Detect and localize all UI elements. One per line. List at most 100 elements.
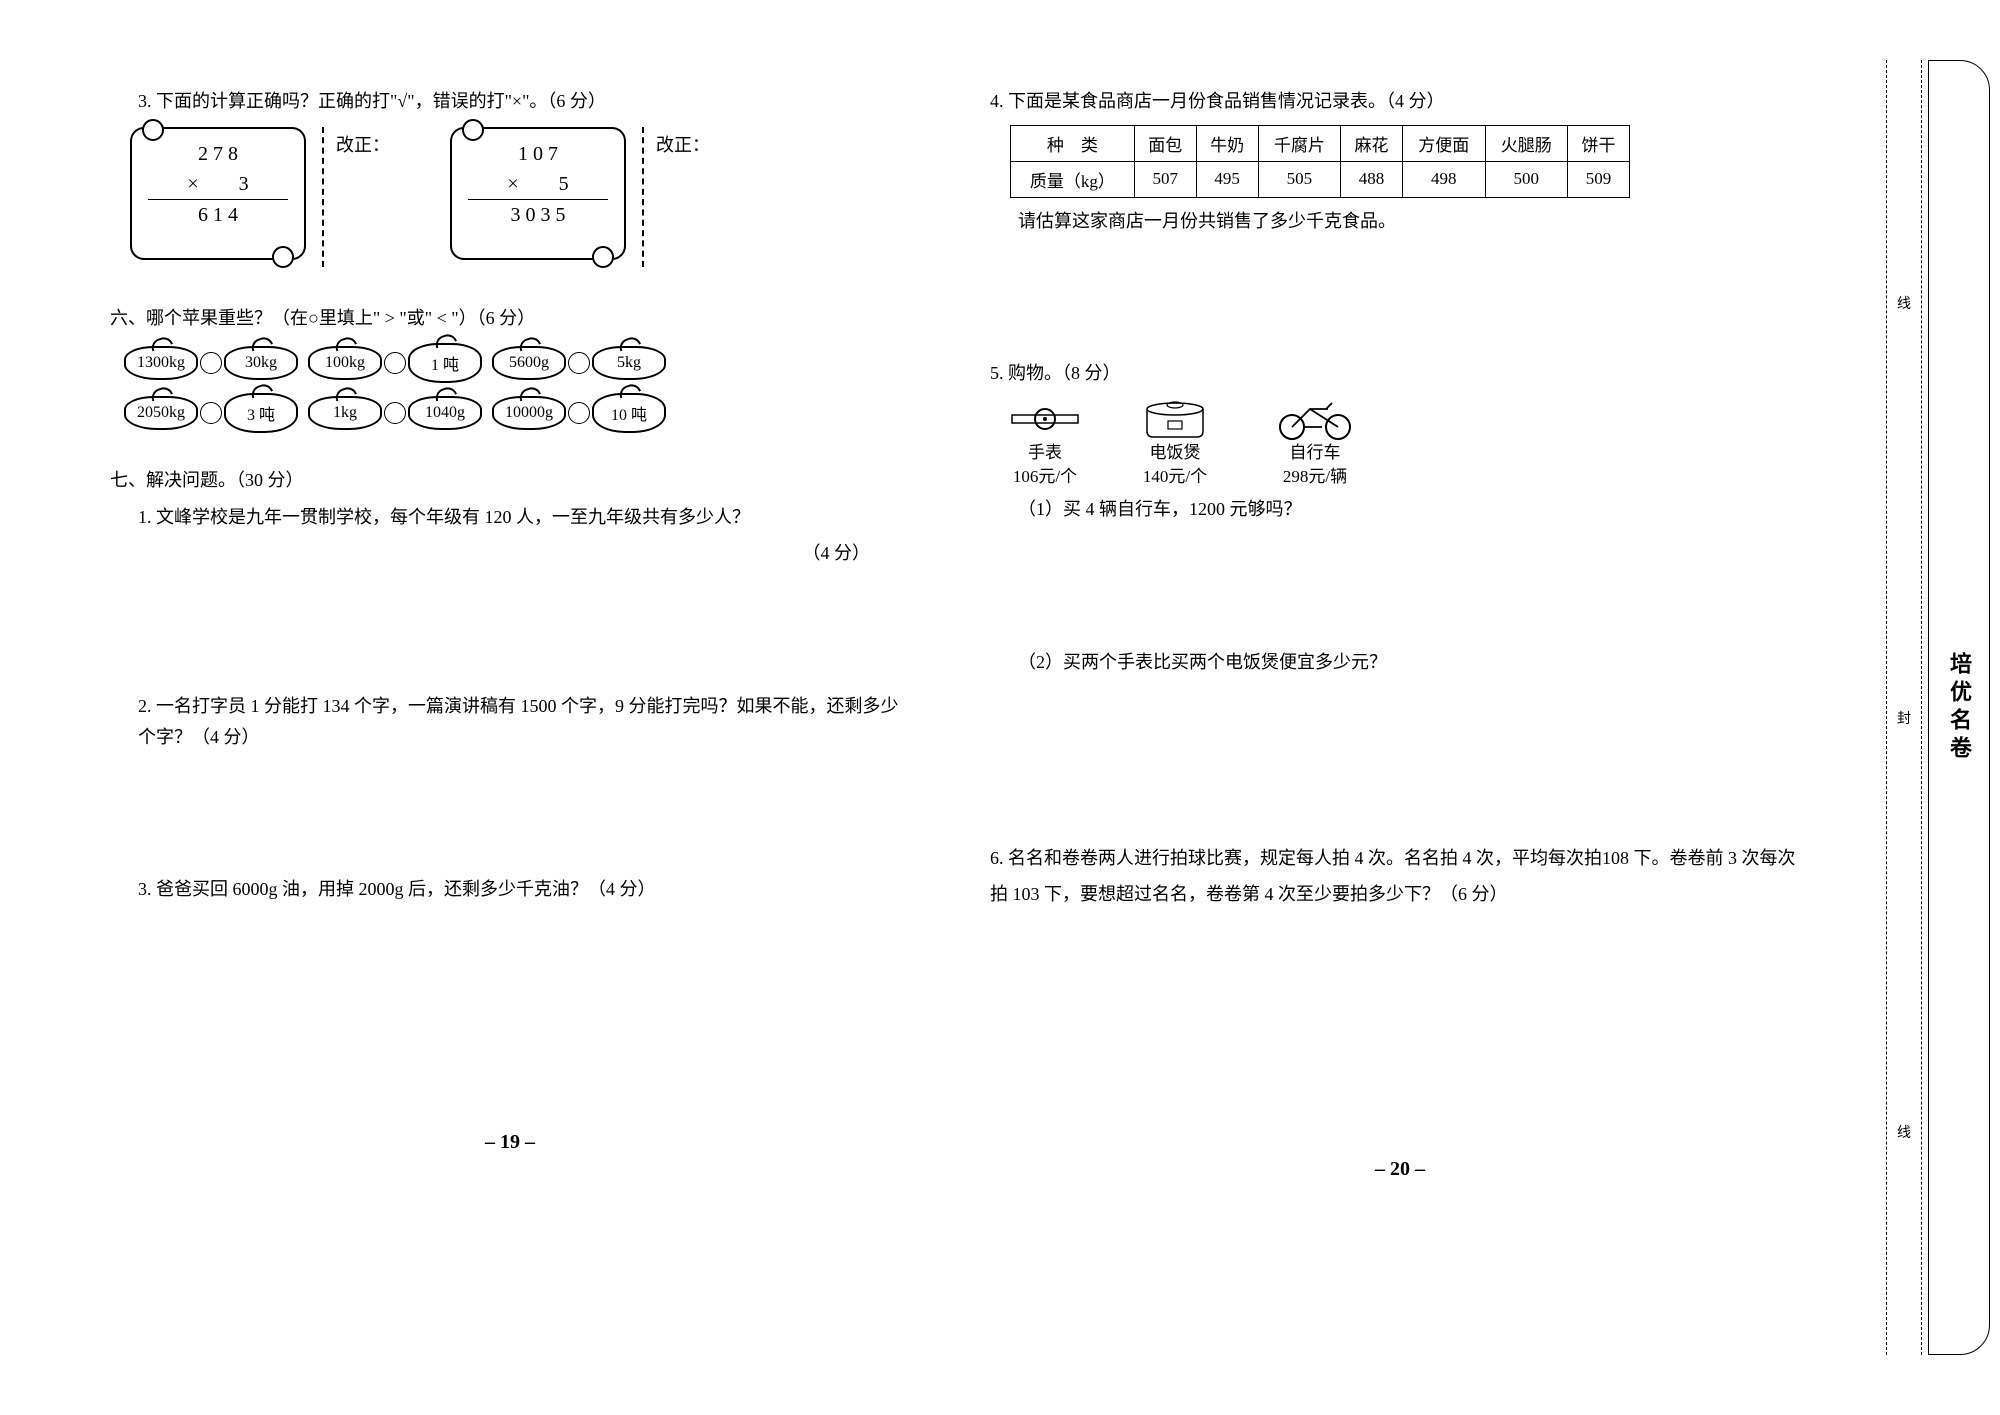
calc-box-2: 1 0 7 × 5 3 0 3 5 — [450, 127, 626, 260]
q4-title: 4. 下面是某食品商店一月份食品销售情况记录表。（4 分） — [990, 86, 1810, 117]
problem-1: 1. 文峰学校是九年一贯制学校，每个年级有 120 人，一至九年级共有多少人？ — [110, 502, 910, 533]
logo-text: 培优名卷 — [1943, 652, 1975, 764]
row-header: 质量（kg） — [1011, 161, 1135, 197]
calc-box-1: 2 7 8 × 3 6 1 4 — [130, 127, 306, 260]
compare-circle[interactable] — [568, 402, 590, 424]
cell: 509 — [1568, 161, 1630, 197]
apple-row-2: 2050kg 3 吨 1kg 1040g 10000g 10 吨 — [124, 393, 910, 433]
shop-price: 140元/个 — [1140, 465, 1210, 489]
calc-line: 1 0 7 — [468, 139, 608, 169]
correction-label: 改正： — [336, 131, 390, 157]
fold-mark: 线 — [1897, 1122, 1911, 1142]
calc-group-2: 1 0 7 × 5 3 0 3 5 改正： — [450, 127, 710, 267]
rice-cooker-icon — [1140, 397, 1210, 441]
calc-divider — [322, 127, 332, 267]
page-number-right: – 20 – — [990, 1158, 1810, 1181]
problem-6: 6. 名名和卷卷两人进行拍球比赛，规定每人拍 4 次。名名拍 4 次，平均每次拍… — [990, 840, 1810, 912]
compare-circle[interactable] — [200, 352, 222, 374]
margin-strip: 线 封 线 培优名卷 — [1886, 60, 1996, 1355]
apple-pair: 100kg 1 吨 — [308, 343, 482, 383]
apple-pair: 1kg 1040g — [308, 393, 482, 433]
shop-name: 自行车 — [1270, 441, 1360, 465]
apple: 1040g — [408, 396, 482, 430]
cell: 麻花 — [1341, 125, 1403, 161]
calc-line: 2 7 8 — [148, 139, 288, 169]
flower-icon — [592, 246, 614, 268]
correction-label: 改正： — [656, 131, 710, 157]
page-number-left: – 19 – — [110, 1131, 910, 1154]
apple: 1 吨 — [408, 343, 482, 383]
apple: 1kg — [308, 396, 382, 430]
calc-line: × 5 — [468, 169, 608, 200]
bicycle-icon — [1270, 397, 1360, 441]
left-column: 3. 下面的计算正确吗？正确的打"√"，错误的打"×"。（6 分） 2 7 8 … — [110, 80, 970, 1395]
flower-icon — [272, 246, 294, 268]
apple: 100kg — [308, 346, 382, 380]
shop-item-watch: 手表 106元/个 — [1010, 397, 1080, 489]
calc-group-1: 2 7 8 × 3 6 1 4 改正： — [130, 127, 390, 267]
shop-name: 电饭煲 — [1140, 441, 1210, 465]
calc-divider — [642, 127, 652, 267]
fold-line: 线 封 线 — [1886, 60, 1922, 1355]
shop-row: 手表 106元/个 电饭煲 140元/个 自行车 298元/辆 — [1010, 397, 1810, 489]
cell: 498 — [1403, 161, 1486, 197]
right-column: 4. 下面是某食品商店一月份食品销售情况记录表。（4 分） 种 类 面包 牛奶 … — [970, 80, 1830, 1395]
section6-title: 六、哪个苹果重些？（在○里填上" > "或" < "）（6 分） — [110, 303, 910, 334]
row-header: 种 类 — [1011, 125, 1135, 161]
q4-ask: 请估算这家商店一月份共销售了多少千克食品。 — [990, 206, 1810, 237]
cell: 500 — [1485, 161, 1568, 197]
shop-item-cooker: 电饭煲 140元/个 — [1140, 397, 1210, 489]
calc-row: 2 7 8 × 3 6 1 4 改正： 1 0 7 × 5 3 0 3 5 — [130, 127, 910, 267]
cell: 面包 — [1134, 125, 1196, 161]
flower-icon — [142, 119, 164, 141]
problem-2: 2. 一名打字员 1 分能打 134 个字，一篇演讲稿有 1500 个字，9 分… — [110, 691, 910, 752]
q5-1: （1）买 4 辆自行车，1200 元够吗？ — [990, 494, 1810, 525]
q5-title: 5. 购物。（8 分） — [990, 358, 1810, 389]
apple-row-1: 1300kg 30kg 100kg 1 吨 5600g 5kg — [124, 343, 910, 383]
apple: 5kg — [592, 346, 666, 380]
fold-mark: 封 — [1897, 708, 1911, 728]
cell: 方便面 — [1403, 125, 1486, 161]
calc-line: 6 1 4 — [148, 200, 288, 230]
shop-price: 106元/个 — [1010, 465, 1080, 489]
food-table: 种 类 面包 牛奶 千腐片 麻花 方便面 火腿肠 饼干 质量（kg） 507 4… — [1010, 125, 1630, 198]
fold-mark: 线 — [1897, 293, 1911, 313]
shop-item-bike: 自行车 298元/辆 — [1270, 397, 1360, 489]
shop-price: 298元/辆 — [1270, 465, 1360, 489]
apple-pair: 2050kg 3 吨 — [124, 393, 298, 433]
compare-circle[interactable] — [384, 402, 406, 424]
compare-circle[interactable] — [200, 402, 222, 424]
compare-circle[interactable] — [568, 352, 590, 374]
flower-icon — [462, 119, 484, 141]
cell: 千腐片 — [1258, 125, 1341, 161]
calc-line: × 3 — [148, 169, 288, 200]
apple-pair: 5600g 5kg — [492, 343, 666, 383]
apple: 30kg — [224, 346, 298, 380]
cell: 507 — [1134, 161, 1196, 197]
section7-title: 七、解决问题。（30 分） — [110, 465, 910, 496]
q3-title: 3. 下面的计算正确吗？正确的打"√"，错误的打"×"。（6 分） — [110, 86, 910, 117]
shop-name: 手表 — [1010, 441, 1080, 465]
compare-circle[interactable] — [384, 352, 406, 374]
watch-icon — [1010, 397, 1080, 441]
apple: 10 吨 — [592, 393, 666, 433]
table-row: 种 类 面包 牛奶 千腐片 麻花 方便面 火腿肠 饼干 — [1011, 125, 1630, 161]
cell: 牛奶 — [1196, 125, 1258, 161]
cell: 488 — [1341, 161, 1403, 197]
problem-3: 3. 爸爸买回 6000g 油，用掉 2000g 后，还剩多少千克油？（4 分） — [110, 874, 910, 905]
q5-2: （2）买两个手表比买两个电饭煲便宜多少元？ — [990, 647, 1810, 678]
cell: 饼干 — [1568, 125, 1630, 161]
cell: 495 — [1196, 161, 1258, 197]
apple: 10000g — [492, 396, 566, 430]
apple: 2050kg — [124, 396, 198, 430]
apple: 1300kg — [124, 346, 198, 380]
apple: 3 吨 — [224, 393, 298, 433]
apple: 5600g — [492, 346, 566, 380]
problem-1-score: （4 分） — [110, 538, 910, 569]
cell: 火腿肠 — [1485, 125, 1568, 161]
cell: 505 — [1258, 161, 1341, 197]
apple-pair: 10000g 10 吨 — [492, 393, 666, 433]
apple-pair: 1300kg 30kg — [124, 343, 298, 383]
book-logo: 培优名卷 — [1928, 60, 1990, 1355]
table-row: 质量（kg） 507 495 505 488 498 500 509 — [1011, 161, 1630, 197]
